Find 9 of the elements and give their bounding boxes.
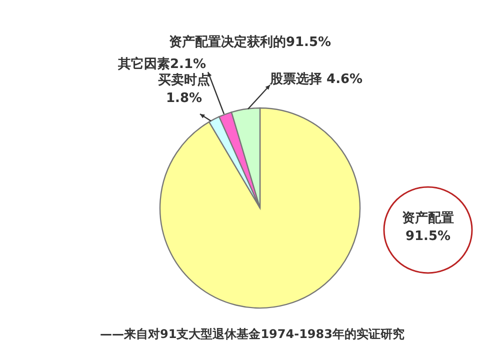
pie-slice	[159, 107, 361, 308]
slice-label: 买卖时点	[158, 72, 210, 88]
data-label: 91.5%	[405, 229, 451, 244]
slice-label: 资产配置	[402, 210, 454, 226]
chart-title: 资产配置决定获利的91.5%	[168, 34, 332, 50]
text: ——来自对91支大型退休基金1974-1983年的实证研究	[100, 327, 404, 341]
data-label: 1.8%	[166, 91, 202, 106]
slice-label: 其它因素2.1%	[117, 56, 206, 72]
slice-label: 股票选择 4.6%	[269, 72, 363, 87]
